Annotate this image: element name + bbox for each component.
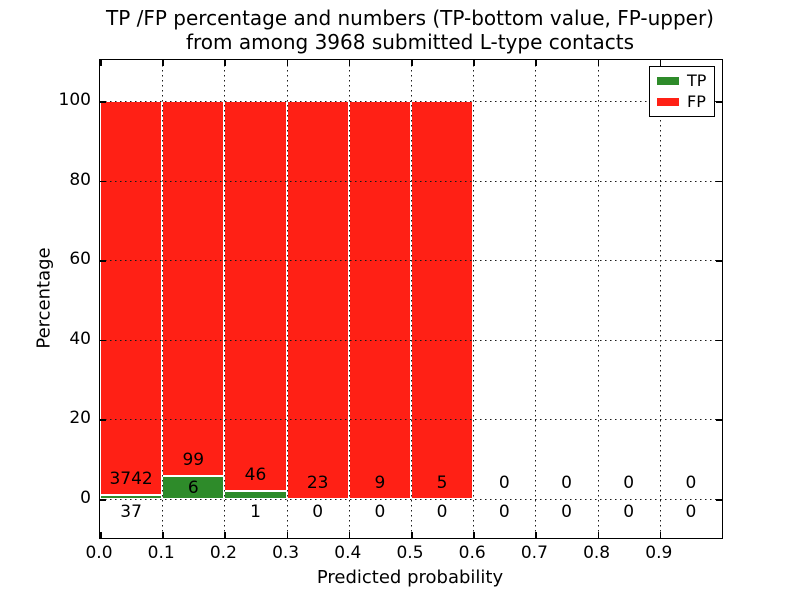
x-axis-tick-top — [162, 60, 164, 66]
x-axis-tick — [100, 532, 102, 538]
bar-fp — [411, 101, 474, 499]
y-axis-tick-right — [716, 499, 722, 501]
gridline-vertical — [535, 60, 537, 538]
x-axis-tick-top — [473, 60, 475, 66]
y-axis-tick-right — [716, 180, 722, 183]
legend-label-tp: TP — [687, 71, 707, 90]
bar-fp — [162, 101, 225, 477]
x-axis-tick-top — [659, 60, 662, 66]
y-tick-label: 80 — [69, 169, 91, 190]
x-axis-tick — [224, 532, 226, 538]
x-axis-tick — [535, 532, 537, 538]
y-tick-label: 60 — [69, 249, 91, 270]
chart-title-line1: TP /FP percentage and numbers (TP-bottom… — [106, 6, 714, 30]
tp-count-label: 1 — [250, 501, 261, 522]
x-tick-label: 0.3 — [272, 543, 300, 563]
tp-count-label: 37 — [120, 501, 142, 522]
legend: TP FP — [649, 66, 715, 117]
chart-title-line2: from among 3968 submitted L-type contact… — [185, 30, 635, 54]
gridline-vertical — [411, 60, 412, 538]
tp-count-label: 0 — [374, 501, 386, 522]
gridline-vertical — [162, 60, 164, 538]
plot-area: TP FP 3742 37 99 6 46 1 23 0 9 0 5 0 0 0 0 0 0 0 0 0 — [99, 59, 723, 539]
fp-count-label: 9 — [374, 473, 386, 493]
gridline-vertical — [597, 60, 599, 538]
x-tick-label: 0.6 — [458, 543, 486, 563]
legend-item-fp: FP — [650, 94, 714, 110]
y-axis-tick-right — [716, 101, 722, 103]
y-axis-tick — [100, 101, 106, 103]
x-axis-tick — [659, 532, 662, 538]
x-axis-tick-top — [411, 60, 413, 66]
tp-count-label: 0 — [436, 501, 448, 522]
x-axis-tick-top — [224, 60, 226, 66]
fp-count-label: 3742 — [109, 469, 153, 490]
x-axis-tick-top — [286, 60, 289, 66]
x-tick-label: 0.8 — [583, 543, 611, 563]
y-axis-tick-right — [716, 339, 722, 342]
x-axis-tick-top — [597, 60, 600, 66]
y-axis-tick — [100, 419, 106, 421]
x-tick-label: 0.2 — [209, 543, 237, 563]
tp-count-label: 0 — [685, 501, 697, 522]
gridline-vertical — [286, 60, 288, 538]
fp-count-label: 0 — [685, 473, 697, 493]
x-tick-label: 0.4 — [334, 543, 362, 563]
tp-count-label: 0 — [561, 501, 572, 522]
y-axis-tick — [100, 499, 106, 501]
gridline-vertical — [659, 60, 661, 538]
y-tick-label: 0 — [80, 488, 91, 508]
x-axis-tick — [348, 532, 351, 538]
x-axis-label: Predicted probability — [316, 567, 504, 588]
y-axis-tick-right — [716, 419, 722, 421]
x-axis-tick — [411, 532, 413, 538]
tp-count-label: 0 — [623, 501, 635, 522]
x-axis-tick — [597, 532, 600, 538]
bar-fp — [348, 101, 411, 499]
y-axis-tick — [100, 339, 106, 342]
tp-count-label: 6 — [187, 477, 199, 498]
fp-count-label: 23 — [306, 473, 329, 493]
fp-count-label: 5 — [436, 473, 448, 493]
y-tick-label: 40 — [69, 328, 91, 349]
fp-count-label: 0 — [623, 473, 635, 493]
gridline-vertical — [224, 60, 226, 538]
gridline-vertical — [348, 60, 350, 538]
x-tick-label: 0.5 — [396, 543, 424, 563]
tp-swatch-icon — [657, 77, 679, 85]
legend-label-fp: FP — [687, 92, 706, 111]
y-tick-label: 20 — [69, 408, 91, 429]
bar-tp — [224, 490, 287, 499]
x-axis-tick — [162, 532, 164, 538]
y-axis-tick — [100, 180, 106, 183]
gridline-vertical — [473, 60, 475, 538]
fp-count-label: 46 — [244, 464, 267, 485]
bar-fp — [100, 101, 163, 496]
x-axis-tick — [286, 532, 289, 538]
tp-count-label: 0 — [498, 501, 510, 522]
bar-fp — [286, 101, 349, 499]
x-tick-label: 0.0 — [85, 543, 113, 563]
legend-item-tp: TP — [650, 73, 714, 89]
x-axis-tick-top — [535, 60, 537, 66]
x-tick-label: 0.9 — [645, 543, 673, 563]
fp-count-label: 0 — [561, 473, 572, 493]
bar-tp — [100, 495, 163, 499]
y-tick-label: 100 — [58, 90, 91, 110]
x-tick-label: 0.1 — [147, 543, 175, 563]
x-axis-tick-top — [348, 60, 351, 66]
x-axis-tick-top — [100, 60, 102, 66]
fp-count-label: 99 — [182, 450, 205, 471]
fp-swatch-icon — [657, 98, 679, 106]
bar-fp — [224, 101, 287, 491]
x-axis-tick — [473, 532, 475, 538]
y-axis-tick-right — [716, 260, 722, 262]
fp-count-label: 0 — [498, 473, 510, 493]
y-axis-tick — [100, 260, 106, 262]
x-tick-label: 0.7 — [520, 543, 548, 563]
tp-count-label: 0 — [312, 501, 324, 522]
